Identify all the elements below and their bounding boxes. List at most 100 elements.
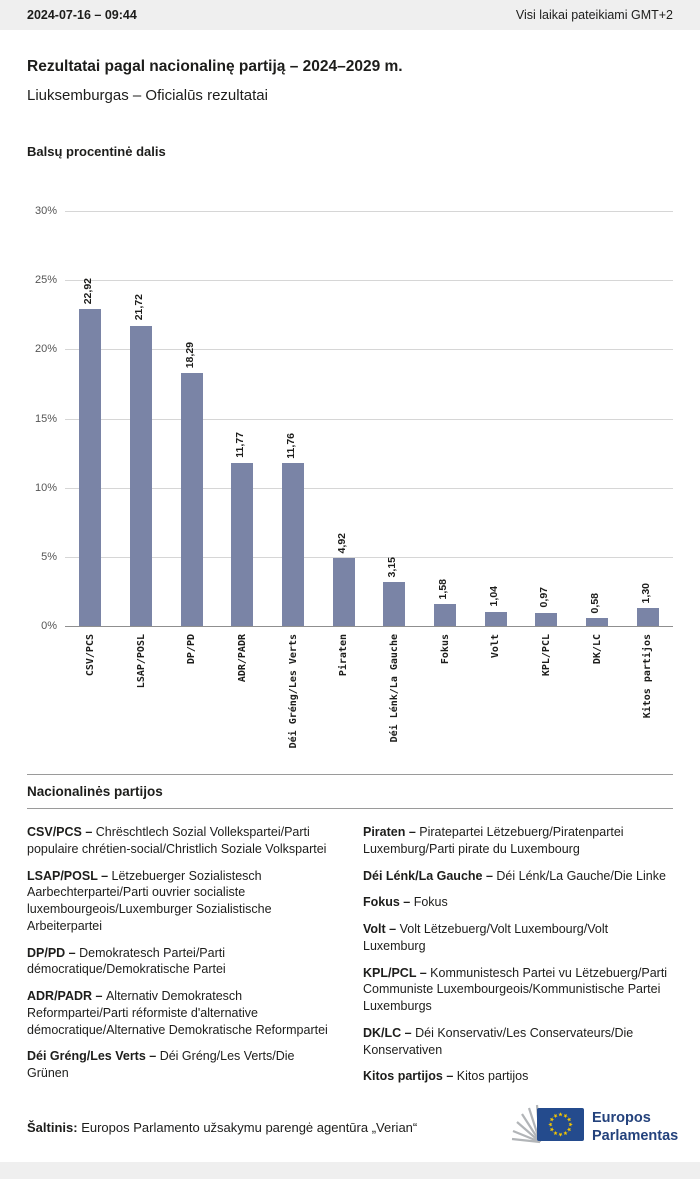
eu-flag (537, 1108, 584, 1141)
party-definition: ADR/PADR – Alternativ Demokratesch Refor… (27, 989, 328, 1037)
main-content: Rezultatai pagal nacionalinę partiją – 2… (0, 58, 700, 1095)
bar-slot: 0,97 (521, 211, 572, 626)
x-axis-label: LSAP/POSL (135, 634, 147, 689)
eu-stars (548, 1112, 573, 1137)
party-definition: Piraten – Piratepartei Lëtzebuerg/Pirate… (363, 825, 624, 856)
x-axis-label: DK/LC (591, 634, 603, 665)
ep-logo: Europos Parlamentas (510, 1102, 680, 1153)
bar-slot: 0,58 (572, 211, 623, 626)
bar-slot: 11,76 (268, 211, 319, 626)
ep-logo-graphic: Europos Parlamentas (511, 1104, 678, 1144)
x-label-slot: LSAP/POSL (116, 626, 167, 760)
bar-value-label: 0,97 (538, 587, 551, 608)
bar-slot: 1,58 (420, 211, 471, 626)
bar-value-label: 22,92 (82, 277, 95, 304)
gridline (65, 349, 673, 351)
y-axis-tick: 5% (41, 550, 57, 563)
gridline (65, 487, 673, 489)
bar-value-label: 21,72 (133, 294, 145, 321)
x-label-slot: CSV/PCS (65, 626, 116, 760)
chart-bar (434, 604, 457, 626)
gridline (65, 556, 673, 558)
chart-bar (535, 612, 558, 626)
source-label: Šaltinis: (27, 1120, 78, 1135)
x-axis-label: Piraten (338, 634, 350, 677)
bar-slot: 1,04 (470, 211, 521, 626)
x-axis-label: Volt (490, 634, 502, 659)
party-definition: Fokus – Fokus (363, 895, 448, 910)
chart-bar (636, 608, 659, 626)
x-axis-label: KPL/PCL (540, 634, 552, 677)
x-axis-label: Déi Lénk/La Gauche (388, 634, 400, 743)
bar-slot: 11,77 (217, 211, 268, 626)
chart-bar (130, 325, 152, 626)
x-axis-label: Fokus (439, 634, 451, 665)
x-axis-label: DP/PD (186, 634, 198, 665)
x-axis-label: CSV/PCS (84, 634, 96, 677)
divider-top (27, 774, 673, 775)
gridline (65, 280, 673, 282)
x-axis-label: Déi Gréng/Les Verts (287, 634, 299, 749)
x-label-slot: Volt (470, 626, 521, 760)
x-label-slot: ADR/PADR (217, 626, 268, 760)
party-definition: CSV/PCS – Chrëschtlech Sozial Vollekspar… (27, 825, 327, 856)
party-definition: KPL/PCL – Kommunistesch Partei vu Lëtzeb… (363, 965, 668, 1014)
y-axis-tick: 30% (34, 205, 57, 217)
bar-value-label: 11,76 (285, 432, 298, 459)
x-label-slot: KPL/PCL (521, 626, 572, 760)
bars-row: 22,92 21,72 18,29 11,77 11,76 4,92 3,15 1,58 1,0… (65, 211, 673, 626)
bar-slot: 3,15 (369, 211, 420, 626)
chart-bar (79, 308, 102, 626)
party-list-column: CSV/PCS – Chrëschtlech Sozial Vollekspar… (27, 824, 337, 1095)
x-label-slot: DP/PD (166, 626, 217, 760)
y-axis-tick: 0% (41, 620, 57, 632)
divider-bottom (27, 808, 673, 809)
bar-slot: 18,29 (166, 211, 217, 626)
datetime-label: 2024-07-16 – 09:44 (27, 8, 137, 22)
bar-value-label: 18,29 (183, 341, 196, 368)
page-title: Rezultatai pagal nacionalinę partiją – 2… (27, 58, 403, 75)
bar-slot: 4,92 (318, 211, 369, 626)
party-list: CSV/PCS – Chrëschtlech Sozial Vollekspar… (27, 824, 673, 1095)
y-axis-tick: 25% (34, 274, 57, 287)
page-subtitle: Liuksemburgas – Oficialūs rezultatai (27, 87, 268, 104)
source-note: Šaltinis: Europos Parlamento užsakymu pa… (27, 1120, 417, 1135)
chart-bar (484, 611, 507, 626)
chart-bar (383, 582, 406, 626)
bar-slot: 22,92 (65, 211, 116, 626)
y-axis-tick: 20% (34, 343, 57, 356)
bar-chart: Balsų procentinė dalis 30% 25% 20% 15% 10% 5%… (27, 144, 673, 760)
bar-value-label: 1,58 (437, 578, 450, 600)
party-definition: DK/LC – Déi Konservativ/Les Conservateur… (363, 1025, 634, 1057)
chart-title: Balsų procentinė dalis (27, 144, 166, 159)
chart-bar (282, 463, 305, 626)
x-label-slot: DK/LC (572, 626, 623, 760)
timezone-note: Visi laikai pateikiami GMT+2 (515, 8, 673, 22)
bar-value-label: 1,04 (487, 586, 500, 607)
bar-slot: 21,72 (116, 211, 167, 626)
bar-value-label: 0,58 (589, 592, 602, 613)
parties-section: Nacionalinės partijos CSV/PCS – Chrëscht… (27, 774, 673, 1095)
hemicycle-lines (511, 1104, 542, 1144)
bar-value-label: 4,92 (335, 532, 348, 553)
source-text: Europos Parlamento užsakymu parengė agen… (81, 1120, 418, 1135)
bar-value-label: 11,77 (234, 432, 247, 459)
x-label-slot: Déi Lénk/La Gauche (369, 626, 420, 760)
top-bar: 2024-07-16 – 09:44 Visi laikai pateikiam… (0, 0, 700, 30)
logo-text-line1: Europos (592, 1110, 651, 1126)
footer: Šaltinis: Europos Parlamento užsakymu pa… (27, 1102, 680, 1153)
x-label-slot: Kitos partijos (622, 626, 673, 760)
gridline (65, 211, 673, 212)
party-definition: Volt – Volt Lëtzebuerg/Volt Luxembourg/V… (363, 922, 609, 953)
x-label-slot: Piraten (318, 626, 369, 760)
logo-text-line2: Parlamentas (592, 1128, 678, 1144)
bar-value-label: 3,15 (386, 557, 399, 578)
chart-bar (586, 617, 609, 626)
chart-x-axis-labels: CSV/PCS LSAP/POSL DP/PD ADR/PADR Déi Gréng/L… (65, 626, 673, 760)
chart-bar (231, 463, 254, 626)
bar-value-label: 1,30 (639, 582, 652, 604)
bottom-bar (0, 1162, 700, 1179)
x-label-slot: Déi Gréng/Les Verts (268, 626, 319, 760)
chart-bar (332, 557, 355, 626)
